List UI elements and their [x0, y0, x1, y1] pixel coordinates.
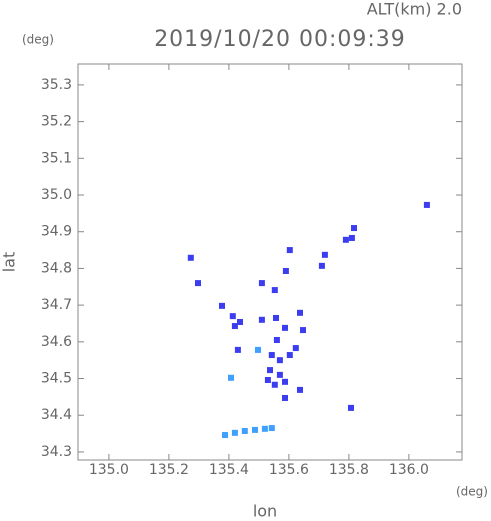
echo-point: [252, 426, 258, 433]
echo-point: [195, 280, 201, 287]
y-tick-label: 35.3: [41, 77, 72, 93]
echo-point: [241, 428, 248, 435]
y-tick-label: 34.9: [41, 224, 72, 240]
echo-point: [222, 432, 228, 439]
echo-point: [187, 254, 194, 261]
echo-point: [234, 346, 241, 353]
echo-point: [297, 386, 303, 393]
echo-point: [264, 376, 271, 383]
y-tick-label: 35.1: [41, 150, 72, 166]
echo-point: [321, 251, 328, 258]
x-tick-label: 136.0: [389, 462, 429, 478]
echo-point: [219, 302, 225, 309]
y-tick-label: 34.7: [41, 297, 72, 313]
echo-point: [228, 374, 234, 381]
y-tick-label: 34.5: [41, 371, 72, 387]
y-tick-label: 34.3: [41, 444, 72, 460]
echo-point: [231, 323, 238, 330]
y-tick-label: 35.2: [41, 114, 72, 130]
echo-point: [237, 319, 243, 326]
echo-point: [282, 378, 288, 385]
echo-point: [286, 247, 293, 254]
echo-point: [261, 425, 268, 432]
y-tick-label: 34.6: [41, 334, 72, 350]
y-tick-label: 34.4: [41, 407, 72, 423]
echo-point: [423, 201, 430, 208]
y-tick-label: 35.0: [41, 187, 72, 203]
echo-point: [229, 313, 236, 320]
echo-point: [300, 327, 306, 334]
plot-frame: [77, 63, 463, 461]
echo-point: [282, 324, 288, 331]
x-unit: (deg): [456, 485, 488, 499]
echo-point: [286, 352, 293, 359]
echo-point: [342, 236, 349, 243]
echo-point: [282, 394, 288, 401]
echo-point: [271, 381, 278, 388]
x-tick-label: 135.6: [269, 462, 309, 478]
echo-point: [271, 287, 278, 294]
echo-point: [273, 336, 280, 343]
x-tick-label: 135.2: [149, 462, 189, 478]
echo-point: [348, 234, 355, 241]
echo-point: [292, 345, 299, 352]
echo-point: [268, 352, 275, 359]
echo-point: [276, 371, 283, 378]
echo-point: [258, 280, 265, 287]
y-tick-label: 34.8: [41, 260, 72, 276]
echo-point: [267, 367, 273, 374]
x-tick-label: 135.4: [209, 462, 249, 478]
echo-point: [268, 425, 275, 432]
echo-point: [258, 316, 265, 323]
echo-point: [282, 267, 289, 274]
echo-point: [318, 262, 325, 269]
chart-title: 2019/10/20 00:09:39: [154, 27, 406, 52]
x-axis-label: lon: [253, 502, 277, 521]
echo-point: [351, 225, 357, 232]
x-tick-label: 135.8: [329, 462, 369, 478]
y-axis-label: lat: [0, 252, 19, 273]
echo-point: [297, 309, 303, 316]
x-tick-label: 135.0: [89, 462, 129, 478]
y-unit: (deg): [22, 33, 54, 47]
echo-point: [231, 429, 238, 436]
chart-subtitle: ALT(km) 2.0: [367, 0, 462, 19]
echo-point: [276, 357, 283, 364]
echo-point: [273, 314, 279, 321]
echo-point: [255, 346, 261, 353]
echo-point: [348, 404, 354, 411]
